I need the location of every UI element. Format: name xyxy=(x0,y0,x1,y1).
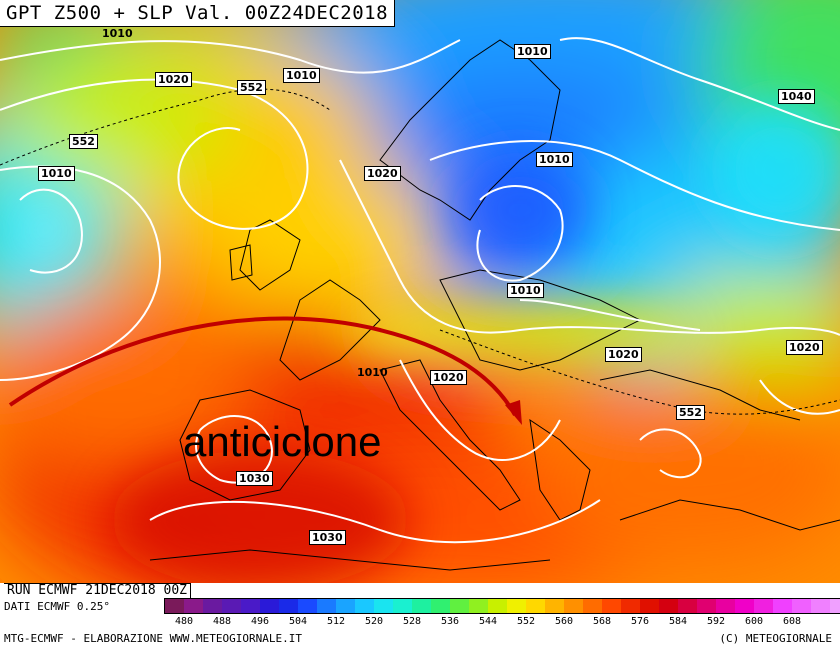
legend-swatch xyxy=(412,599,431,613)
legend-swatch xyxy=(241,599,260,613)
pressure-label: 1030 xyxy=(236,471,273,486)
legend-tick-label: 544 xyxy=(478,616,498,627)
legend-swatch xyxy=(754,599,773,613)
legend-swatch xyxy=(792,599,811,613)
legend-swatch xyxy=(735,599,754,613)
legend-swatch xyxy=(469,599,488,613)
legend-swatch xyxy=(374,599,393,613)
legend-swatch xyxy=(260,599,279,613)
legend-tick-label: 488 xyxy=(212,616,232,627)
legend-swatch xyxy=(507,599,526,613)
legend-swatch xyxy=(830,599,840,613)
legend-swatch xyxy=(355,599,374,613)
copyright-text: (C) METEOGIORNALE xyxy=(719,632,832,645)
legend-swatch xyxy=(184,599,203,613)
geopotential-label: 552 xyxy=(69,134,98,149)
pressure-label: 1040 xyxy=(778,89,815,104)
legend-tick-label: 600 xyxy=(744,616,764,627)
legend-tick-label: 536 xyxy=(440,616,460,627)
pressure-label: 1010 xyxy=(38,166,75,181)
legend-swatch xyxy=(393,599,412,613)
pressure-label: 1020 xyxy=(364,166,401,181)
legend-swatch xyxy=(526,599,545,613)
geopotential-552 xyxy=(0,88,840,415)
legend-tick-label: 592 xyxy=(706,616,726,627)
legend-swatch xyxy=(450,599,469,613)
legend-tick-label: 552 xyxy=(516,616,536,627)
legend-swatch xyxy=(621,599,640,613)
legend-swatch xyxy=(716,599,735,613)
weather-map xyxy=(0,0,840,596)
legend-swatch xyxy=(564,599,583,613)
data-source: DATI ECMWF 0.25° xyxy=(4,600,110,613)
legend-tick-label: 608 xyxy=(782,616,802,627)
run-info: RUN ECMWF 21DEC2018 00Z xyxy=(4,583,192,598)
legend-swatch xyxy=(336,599,355,613)
legend-tick-label: 504 xyxy=(288,616,308,627)
legend-swatch xyxy=(165,599,184,613)
legend-tick-label: 560 xyxy=(554,616,574,627)
pressure-label: 1020 xyxy=(786,340,823,355)
legend-tick-label: 480 xyxy=(174,616,194,627)
anticyclone-annotation: anticiclone xyxy=(183,418,382,465)
geopotential-label: 552 xyxy=(237,80,266,95)
color-legend xyxy=(164,598,840,614)
pressure-label: 1010 xyxy=(102,27,133,40)
legend-swatch xyxy=(640,599,659,613)
pressure-label: 1020 xyxy=(430,370,467,385)
legend-swatch xyxy=(203,599,222,613)
credit-text: MTG-ECMWF - ELABORAZIONE WWW.METEOGIORNA… xyxy=(4,632,303,645)
legend-swatch xyxy=(697,599,716,613)
pressure-label: 1010 xyxy=(283,68,320,83)
legend-swatch xyxy=(811,599,830,613)
isobars xyxy=(0,37,840,544)
legend-swatch xyxy=(583,599,602,613)
legend-swatch xyxy=(488,599,507,613)
pressure-label: 1010 xyxy=(536,152,573,167)
pressure-label: 1010 xyxy=(507,283,544,298)
pressure-label: 1010 xyxy=(514,44,551,59)
legend-swatch xyxy=(602,599,621,613)
legend-swatch xyxy=(545,599,564,613)
legend-swatch xyxy=(678,599,697,613)
pressure-label: 1020 xyxy=(155,72,192,87)
coastlines xyxy=(149,39,840,571)
legend-swatch xyxy=(298,599,317,613)
legend-tick-label: 496 xyxy=(250,616,270,627)
legend-swatch xyxy=(773,599,792,613)
pressure-label: 1030 xyxy=(309,530,346,545)
legend-swatch xyxy=(222,599,241,613)
legend-swatch xyxy=(279,599,298,613)
legend-swatch xyxy=(431,599,450,613)
map-title: GPT Z500 + SLP Val. 00Z24DEC2018 xyxy=(0,0,396,27)
pressure-label: 1010 xyxy=(357,366,388,379)
legend-tick-label: 520 xyxy=(364,616,384,627)
legend-tick-label: 584 xyxy=(668,616,688,627)
geopotential-label: 552 xyxy=(676,405,705,420)
legend-tick-label: 568 xyxy=(592,616,612,627)
legend-tick-label: 576 xyxy=(630,616,650,627)
arrow-head-icon xyxy=(505,400,522,425)
legend-tick-label: 512 xyxy=(326,616,346,627)
legend-tick-label: 528 xyxy=(402,616,422,627)
legend-swatch xyxy=(659,599,678,613)
trajectory-arrow xyxy=(8,316,517,416)
legend-swatch xyxy=(317,599,336,613)
pressure-label: 1020 xyxy=(605,347,642,362)
